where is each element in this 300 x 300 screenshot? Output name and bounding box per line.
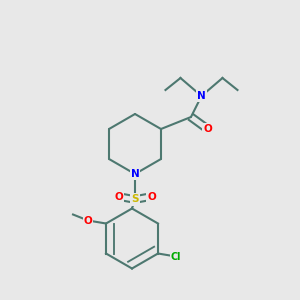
Text: O: O (203, 124, 212, 134)
Text: O: O (147, 191, 156, 202)
Text: O: O (114, 191, 123, 202)
Text: N: N (130, 169, 140, 179)
Text: Cl: Cl (171, 251, 181, 262)
Text: O: O (84, 215, 92, 226)
Text: N: N (197, 91, 206, 101)
Text: S: S (131, 194, 139, 205)
